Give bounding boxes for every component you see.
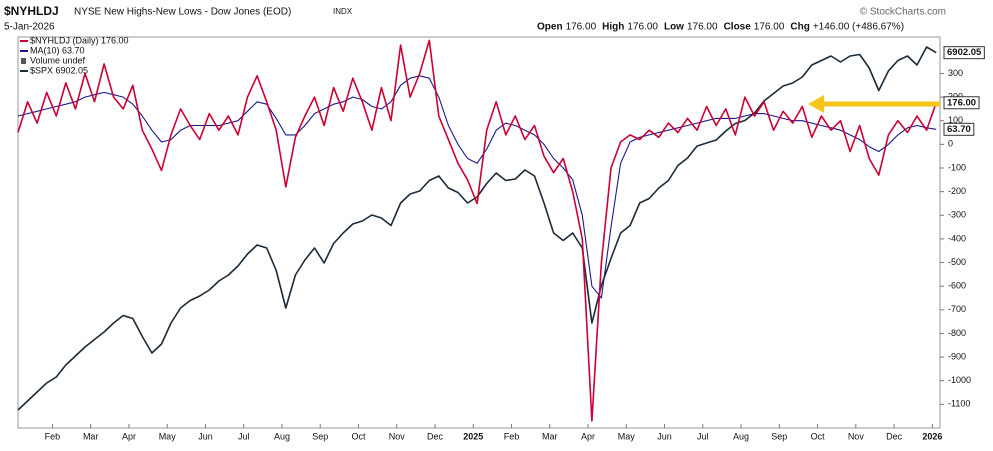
quote-label: Low [664, 22, 684, 33]
legend-label: Volume undef [30, 55, 86, 65]
x-tick-label: Aug [274, 431, 290, 441]
x-tick-label: Jul [697, 431, 709, 441]
legend-label: MA(10) 63.70 [30, 45, 85, 55]
x-tick-label: May [618, 431, 636, 441]
symbol: $NYHLDJ [4, 4, 59, 18]
credit: © StockCharts.com [860, 7, 946, 18]
legend-swatch [21, 58, 26, 64]
plot-area [17, 36, 941, 429]
quote-label: Chg [790, 22, 809, 33]
last-value-box [943, 122, 975, 136]
quote-value: +146.00 (+486.67%) [813, 22, 904, 33]
quote-value: 176.00 [627, 22, 658, 33]
x-tick-label: Mar [83, 431, 99, 441]
last-value: 176.00 [943, 96, 980, 110]
layers: 3002001000-100-200-300-400-500-600-700-8… [17, 39, 985, 441]
x-tick-label: Dec [886, 431, 903, 441]
y-tick-label: -500 [948, 257, 966, 267]
legend-label: $NYHLDJ (Daily) 176.00 [30, 35, 129, 45]
x-tick-label: Jun [657, 431, 672, 441]
quote-value: 176.00 [566, 22, 597, 33]
x-tick-label: 2025 [463, 431, 483, 441]
x-tick-label: Feb [45, 431, 61, 441]
y-tick-label: -700 [948, 304, 966, 314]
x-tick-label: Oct [811, 431, 826, 441]
x-tick-label: Apr [122, 431, 136, 441]
x-tick-label: Mar [542, 431, 558, 441]
series-line [17, 46, 937, 411]
y-tick-label: 300 [948, 68, 963, 78]
last-value-box [943, 46, 985, 60]
quote-label: Close [724, 22, 752, 33]
last-value-box [943, 96, 980, 110]
y-tick-label: -400 [948, 233, 966, 243]
y-tick-label: -900 [948, 351, 966, 361]
quote-value: 176.00 [754, 22, 785, 33]
x-tick-label: Feb [504, 431, 520, 441]
y-tick-label: -200 [948, 186, 966, 196]
arrow-head [808, 95, 824, 113]
y-tick-label: -600 [948, 281, 966, 291]
x-tick-label: May [159, 431, 177, 441]
y-tick-label: -100 [948, 162, 966, 172]
last-value: 6902.05 [943, 46, 985, 60]
last-value-label: 176.00 [947, 97, 976, 108]
exchange: INDX [333, 7, 353, 16]
x-tick-label: Oct [351, 431, 366, 441]
x-tick-label: Apr [581, 431, 595, 441]
quote-label: Open [537, 22, 563, 33]
y-tick-label: 100 [948, 115, 963, 125]
x-tick-label: Dec [427, 431, 444, 441]
x-tick-label: Jul [238, 431, 250, 441]
series-line [17, 75, 937, 299]
x-tick-label: Sep [312, 431, 328, 441]
y-tick-label: -1000 [948, 375, 971, 385]
series-line [17, 39, 937, 422]
last-value-label: 6902.05 [947, 47, 982, 58]
x-tick-label: Sep [771, 431, 787, 441]
y-tick-label: -300 [948, 210, 966, 220]
y-tick-label: -1100 [948, 399, 970, 409]
quote-label: High [602, 22, 624, 33]
x-tick-label: Nov [389, 431, 406, 441]
x-tick-label: Nov [848, 431, 865, 441]
y-tick-label: 0 [948, 139, 953, 149]
arrow [808, 95, 940, 113]
x-tick-label: Aug [733, 431, 749, 441]
x-tick-label: Jun [198, 431, 213, 441]
last-value: 63.70 [943, 122, 975, 136]
date: 5-Jan-2026 [4, 22, 55, 33]
last-value-label: 63.70 [947, 124, 971, 135]
legend-label: $SPX 6902.05 [30, 65, 88, 75]
chart-title: NYSE New Highs-New Lows - Dow Jones (EOD… [74, 7, 291, 18]
quote-value: 176.00 [687, 22, 718, 33]
y-tick-label: -800 [948, 328, 966, 338]
x-tick-label: 2026 [922, 431, 942, 441]
quote: Open 176.00 High 176.00 Low 176.00 Close 176.00… [537, 22, 904, 33]
